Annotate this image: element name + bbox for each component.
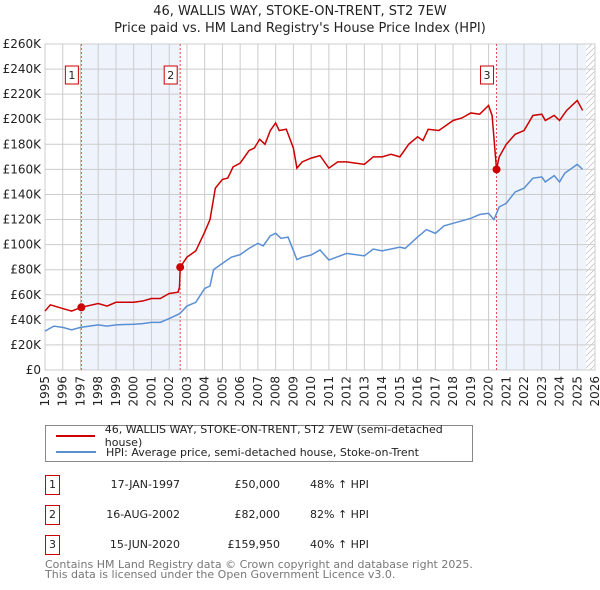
x-tick-label: 2003 bbox=[180, 376, 194, 407]
x-tick-label: 1999 bbox=[109, 376, 123, 407]
footer-line-2: This data is licensed under the Open Gov… bbox=[45, 568, 396, 581]
footer-line-1: Contains HM Land Registry data © Crown c… bbox=[45, 558, 473, 571]
sale-point bbox=[492, 165, 501, 174]
legend-item-hpi: HPI: Average price, semi-detached house,… bbox=[56, 444, 419, 460]
x-tick-label: 2000 bbox=[127, 376, 141, 407]
sale-label-box bbox=[163, 65, 178, 85]
forecast-hatch bbox=[586, 44, 595, 370]
y-tick-label: £140K bbox=[3, 187, 43, 201]
sale-row: 1 17-JAN-1997 £50,000 48% ↑ HPI bbox=[45, 475, 545, 495]
sale-date: 17-JAN-1997 bbox=[110, 478, 180, 491]
x-tick-label: 1995 bbox=[38, 376, 52, 407]
series-line-hpi bbox=[44, 163, 584, 332]
x-tick-label: 2016 bbox=[411, 376, 425, 407]
footer: Contains HM Land Registry data © Crown c… bbox=[45, 558, 473, 581]
x-tick-label: 2021 bbox=[499, 376, 513, 407]
y-tick-label: £40K bbox=[10, 313, 42, 327]
sale-hpi: 82% ↑ HPI bbox=[310, 508, 369, 521]
sale-hpi: 40% ↑ HPI bbox=[310, 538, 369, 551]
x-tick-label: 2013 bbox=[357, 376, 371, 407]
x-tick-label: 1998 bbox=[91, 376, 105, 407]
y-tick-label: £240K bbox=[3, 62, 43, 76]
sale-price: £159,950 bbox=[227, 538, 281, 551]
y-tick-label: £0 bbox=[26, 363, 41, 377]
x-tick-label: 2024 bbox=[553, 376, 567, 407]
legend-swatch-property bbox=[56, 435, 95, 437]
x-tick-label: 1996 bbox=[56, 376, 70, 407]
sale-number: 1 bbox=[45, 475, 60, 495]
y-tick-label: £60K bbox=[10, 288, 42, 302]
y-tick-label: £100K bbox=[3, 238, 43, 252]
legend-item-property: 46, WALLIS WAY, STOKE-ON-TRENT, ST2 7EW … bbox=[56, 423, 472, 449]
sale-point bbox=[77, 303, 86, 312]
x-tick-label: 2006 bbox=[233, 376, 247, 407]
x-tick-label: 2011 bbox=[322, 376, 336, 407]
y-tick-label: £200K bbox=[3, 112, 43, 126]
x-tick-label: 2009 bbox=[286, 376, 300, 407]
shaded-region bbox=[81, 44, 181, 370]
x-tick-label: 2025 bbox=[570, 376, 584, 407]
legend-label-hpi: HPI: Average price, semi-detached house,… bbox=[106, 445, 419, 459]
x-tick-label: 2020 bbox=[482, 376, 496, 407]
y-tick-label: £220K bbox=[3, 87, 43, 101]
sale-row: 3 15-JUN-2020 £159,950 40% ↑ HPI bbox=[45, 535, 545, 555]
plot-border bbox=[44, 43, 596, 371]
x-tick-label: 2017 bbox=[428, 376, 442, 407]
x-tick-label: 2026 bbox=[588, 376, 600, 407]
y-tick-label: £260K bbox=[3, 37, 43, 51]
sale-label-box bbox=[64, 65, 79, 85]
sale-label: 1 bbox=[68, 69, 75, 82]
title-line-1: 46, WALLIS WAY, STOKE-ON-TRENT, ST2 7EW bbox=[153, 4, 447, 19]
sale-label: 3 bbox=[484, 69, 491, 82]
x-tick-label: 2014 bbox=[375, 376, 389, 407]
sale-price: £50,000 bbox=[234, 478, 281, 491]
sale-date: 16-AUG-2002 bbox=[106, 508, 180, 521]
x-tick-label: 1997 bbox=[73, 376, 87, 407]
x-tick-label: 2008 bbox=[269, 376, 283, 407]
x-tick-label: 2019 bbox=[464, 376, 478, 407]
x-tick-label: 2010 bbox=[304, 376, 318, 407]
sale-label-box bbox=[480, 65, 495, 85]
sale-date: 15-JUN-2020 bbox=[109, 538, 180, 551]
y-tick-label: £20K bbox=[10, 338, 42, 352]
x-tick-label: 2022 bbox=[517, 376, 531, 407]
sale-hpi: 48% ↑ HPI bbox=[310, 478, 369, 491]
x-tick-label: 2004 bbox=[198, 376, 212, 407]
plot-area: £0 £20K £40K £60K £80K £100K £120K £140K £160K £1… bbox=[3, 37, 600, 407]
sale-price: £82,000 bbox=[234, 508, 281, 521]
x-tick-label: 2005 bbox=[215, 376, 229, 407]
sale-point bbox=[176, 263, 185, 272]
x-tick-label: 2007 bbox=[251, 376, 265, 407]
title-line-2: Price paid vs. HM Land Registry's House … bbox=[114, 21, 486, 36]
legend-swatch-hpi bbox=[56, 451, 96, 453]
sale-number: 3 bbox=[45, 535, 60, 555]
legend: 46, WALLIS WAY, STOKE-ON-TRENT, ST2 7EW … bbox=[45, 423, 473, 462]
y-tick-label: £160K bbox=[3, 162, 43, 176]
sale-row: 2 16-AUG-2002 £82,000 82% ↑ HPI bbox=[45, 505, 545, 525]
sale-label: 2 bbox=[167, 69, 174, 82]
x-tick-label: 2015 bbox=[393, 376, 407, 407]
x-tick-label: 2012 bbox=[340, 376, 354, 407]
x-tick-label: 2001 bbox=[144, 376, 158, 407]
sale-number: 2 bbox=[45, 505, 60, 525]
x-tick-label: 2023 bbox=[535, 376, 549, 407]
x-tick-label: 2018 bbox=[446, 376, 460, 407]
chart-title: 46, WALLIS WAY, STOKE-ON-TRENT, ST2 7EW … bbox=[0, 3, 600, 37]
legend-label-property: 46, WALLIS WAY, STOKE-ON-TRENT, ST2 7EW … bbox=[104, 423, 443, 449]
y-tick-label: £80K bbox=[10, 263, 42, 277]
y-tick-label: £120K bbox=[3, 213, 43, 227]
y-tick-label: £180K bbox=[3, 137, 43, 151]
x-tick-label: 2002 bbox=[162, 376, 176, 407]
